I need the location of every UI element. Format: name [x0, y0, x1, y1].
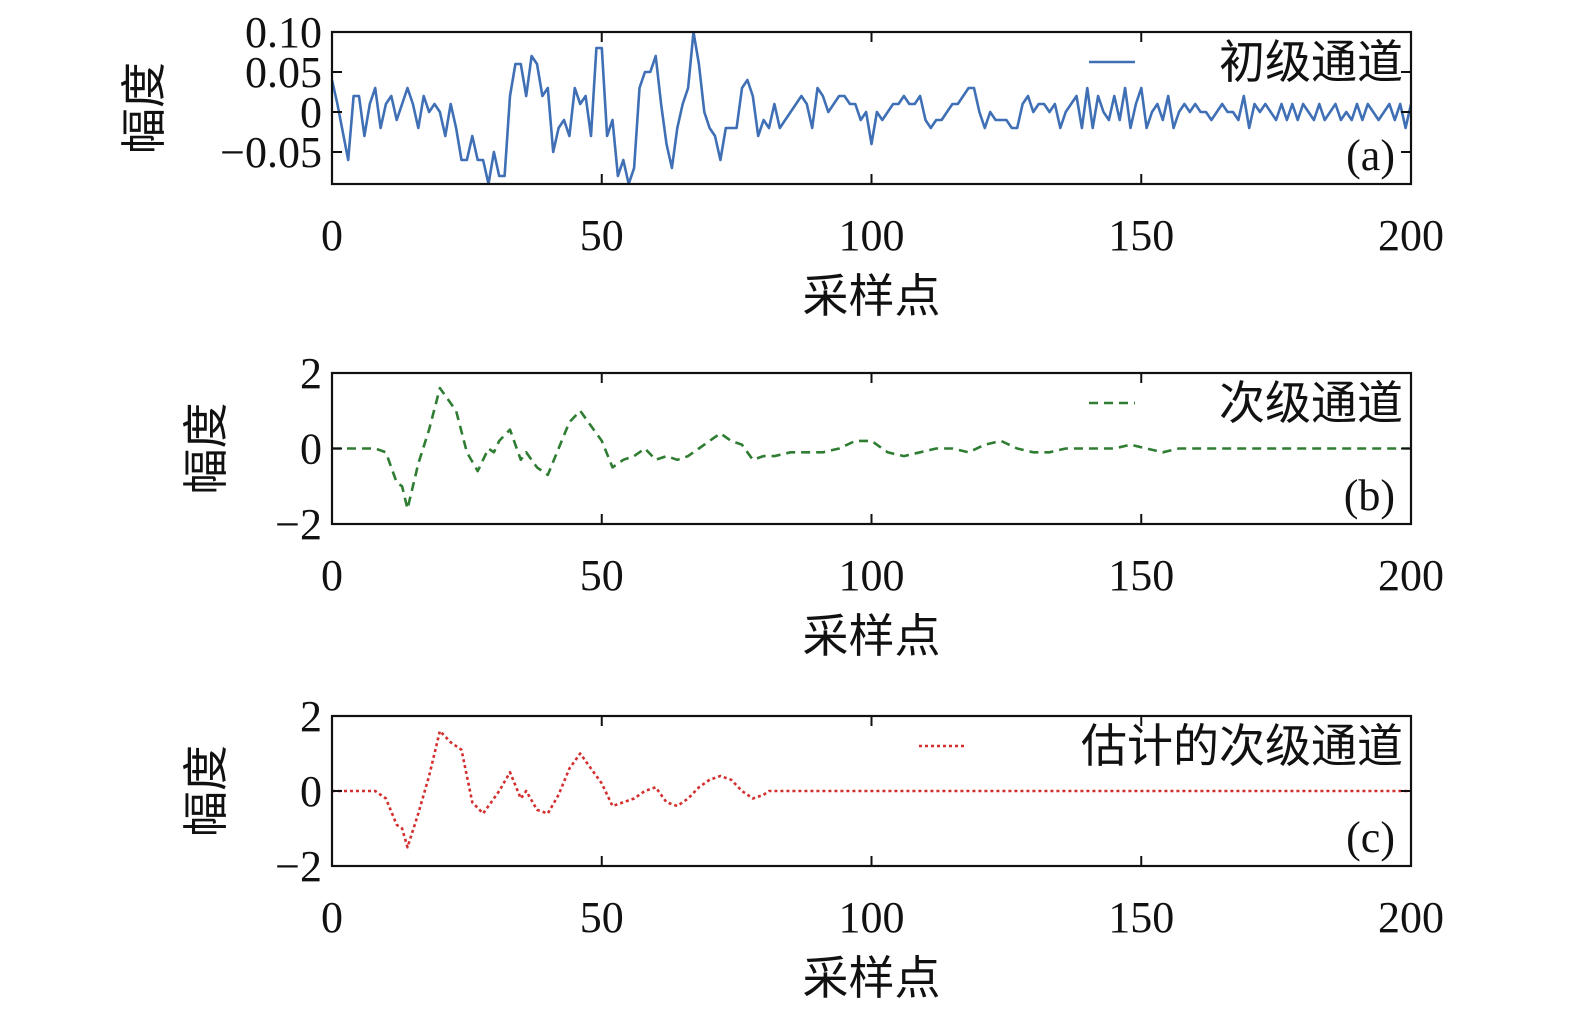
y-tick-label: −0.05	[220, 128, 322, 177]
y-tick-label: 0.10	[245, 8, 322, 57]
series-line-3-1	[332, 729, 1411, 849]
y-tick-label: 0	[300, 767, 322, 816]
x-tick-label: 100	[839, 211, 905, 260]
x-tick-label: 50	[580, 551, 624, 600]
x-tick-label: 100	[839, 551, 905, 600]
x-tick-label: 150	[1108, 211, 1174, 260]
y-tick-label: 0	[300, 88, 322, 137]
x-tick-label: 50	[580, 893, 624, 942]
series-line-1-1	[332, 32, 1411, 184]
y-tick-label: −2	[275, 500, 322, 549]
x-tick-label: 0	[321, 211, 343, 260]
panel-label: (b)	[1344, 471, 1395, 520]
y-axis-title: 幅度	[117, 62, 171, 154]
x-tick-label: 200	[1378, 211, 1444, 260]
y-tick-label: 0	[300, 425, 322, 474]
panel-label: (a)	[1346, 131, 1395, 180]
x-tick-label: 200	[1378, 551, 1444, 600]
x-axis-title: 采样点	[803, 951, 941, 1005]
x-axis-title: 采样点	[803, 269, 941, 323]
y-axis-title: 幅度	[179, 403, 233, 495]
y-tick-label: −2	[275, 842, 322, 891]
legend-label: 初级通道	[1219, 35, 1403, 89]
panel-label: (c)	[1346, 813, 1395, 862]
y-axis-title: 幅度	[179, 745, 233, 837]
x-tick-label: 0	[321, 893, 343, 942]
legend-label: 估计的次级通道	[1081, 719, 1403, 773]
series-line-2-1	[332, 386, 1411, 511]
x-tick-label: 200	[1378, 893, 1444, 942]
x-tick-label: 100	[839, 893, 905, 942]
legend-label: 次级通道	[1219, 376, 1403, 430]
x-tick-label: 50	[580, 211, 624, 260]
y-tick-label: 0.05	[245, 48, 322, 97]
y-tick-label: 2	[300, 692, 322, 741]
x-tick-label: 0	[321, 551, 343, 600]
x-tick-label: 150	[1108, 893, 1174, 942]
x-tick-label: 150	[1108, 551, 1174, 600]
y-tick-label: 2	[300, 349, 322, 398]
x-axis-title: 采样点	[803, 609, 941, 663]
